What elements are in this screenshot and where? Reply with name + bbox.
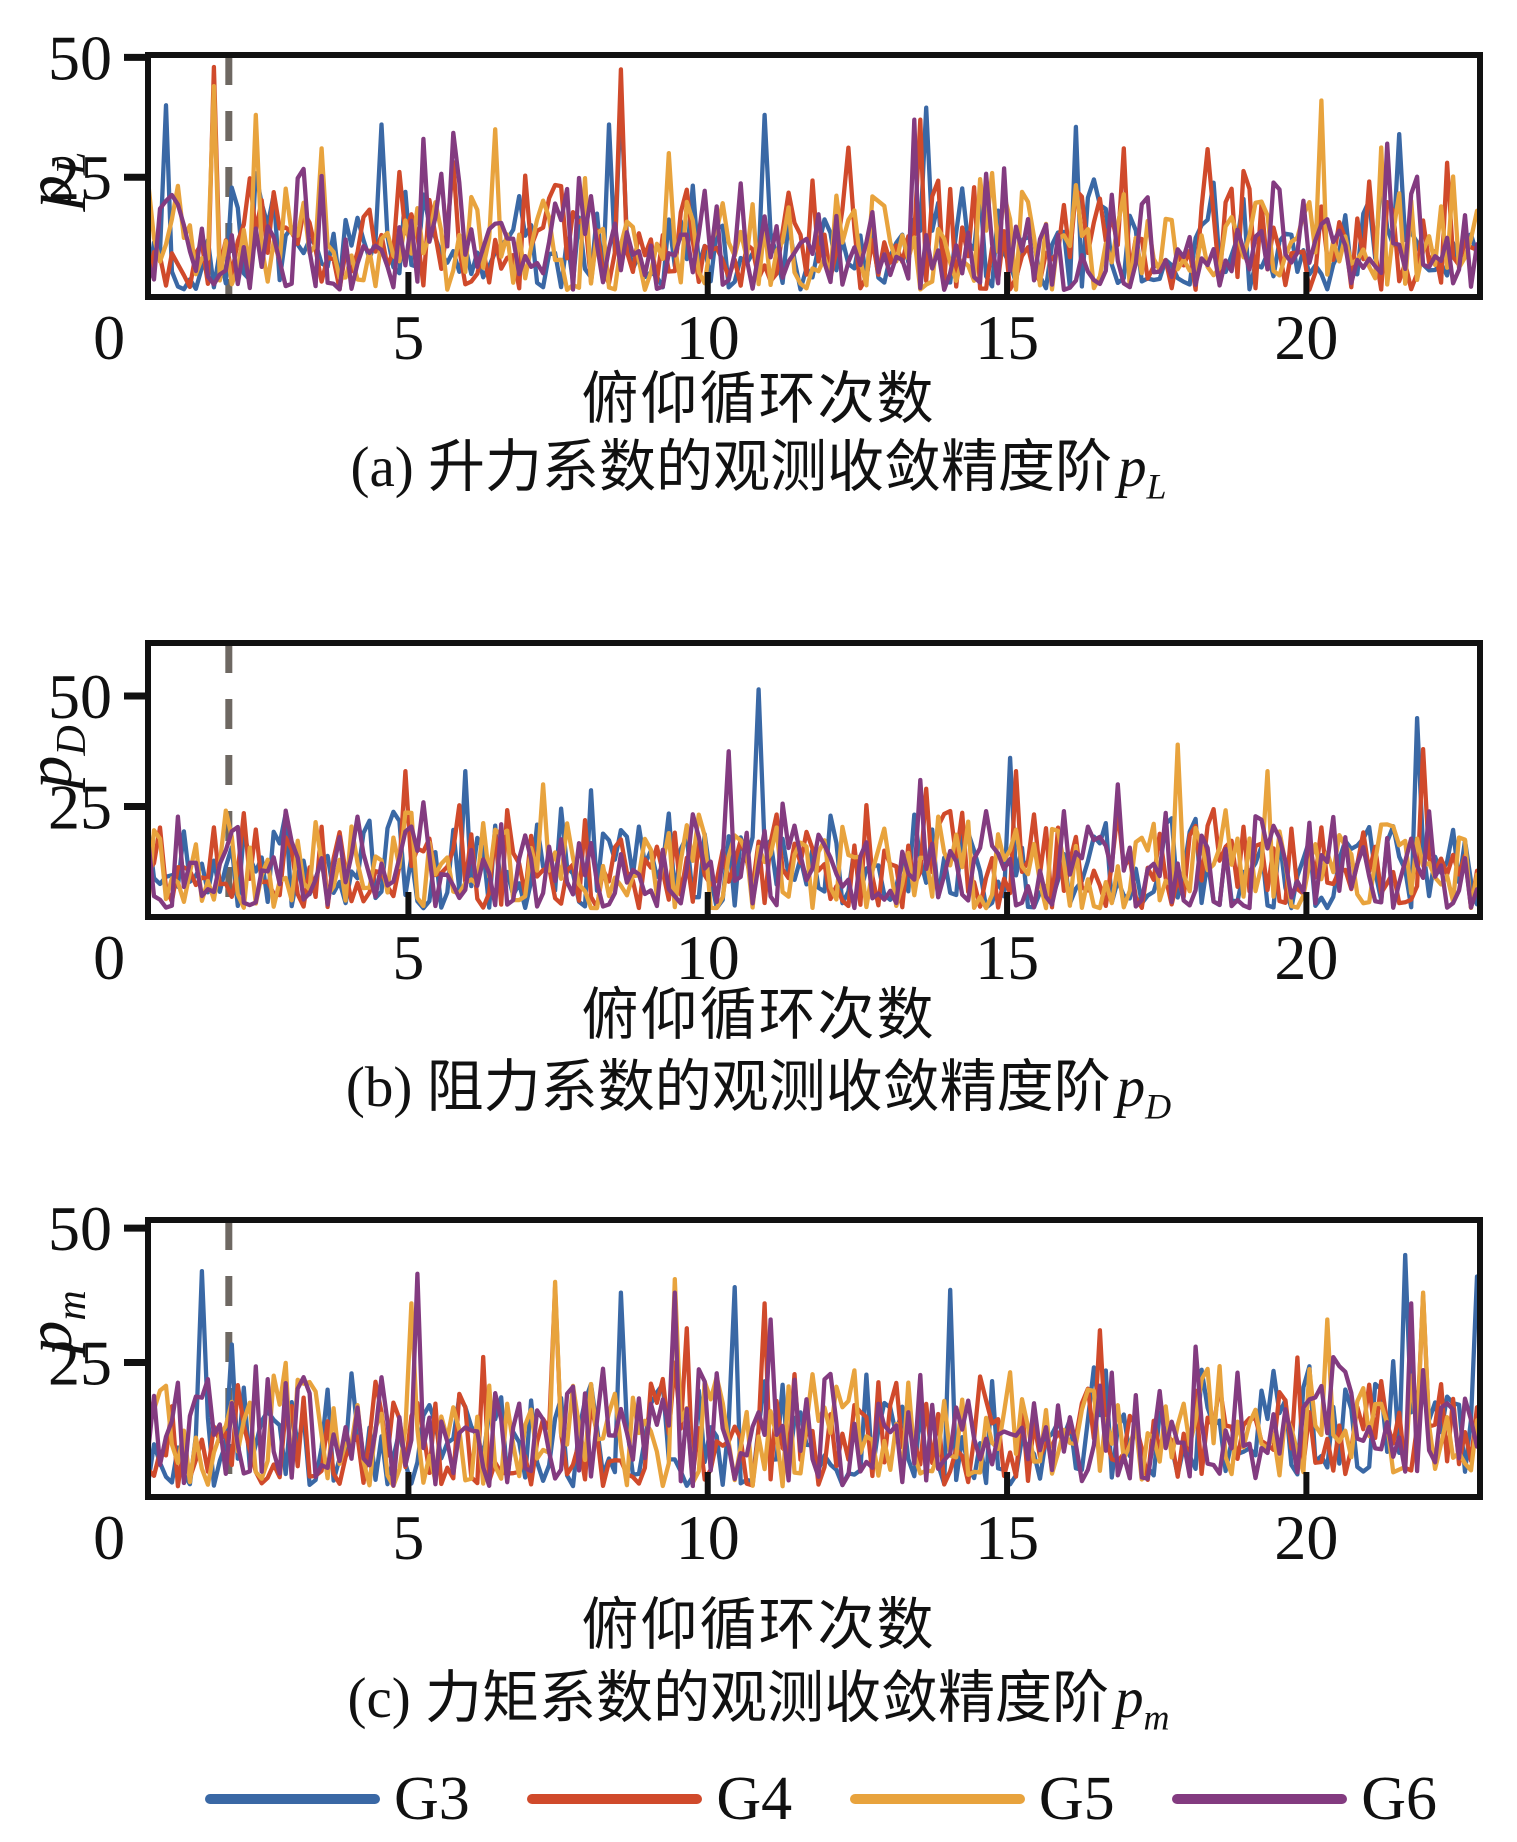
- x-tick-label: 0: [93, 1502, 125, 1573]
- x-tick-label: 10: [676, 302, 740, 373]
- x-tick-label: 0: [93, 302, 125, 373]
- plot-area-c: [148, 1220, 1480, 1497]
- y-tick-label: 50: [48, 661, 112, 732]
- x-tick-label: 10: [676, 1502, 740, 1573]
- series-line-G5: [148, 742, 1480, 911]
- series-line-G5: [148, 1277, 1480, 1489]
- legend-label-g3: G3: [394, 1765, 470, 1833]
- y-tick-label: 25: [48, 142, 112, 213]
- legend-item-g6: G6: [1172, 1768, 1437, 1830]
- x-tick-label: 0: [93, 922, 125, 993]
- legend-line-swatch-g4: [527, 1794, 703, 1804]
- x-axis-label-a: 俯仰循环次数: [581, 368, 936, 431]
- y-tick-label: 25: [48, 1328, 112, 1399]
- x-tick-label: 5: [392, 302, 424, 373]
- legend-item-g5: G5: [849, 1765, 1115, 1833]
- x-tick-label: 5: [392, 922, 424, 993]
- plot-area-a: [148, 55, 1480, 297]
- legend: G3 G4 G5 G6: [205, 1763, 1437, 1835]
- legend-line-swatch-g5: [849, 1794, 1025, 1804]
- y-tick-label: 25: [48, 772, 112, 843]
- x-tick-label: 10: [676, 922, 740, 993]
- x-tick-label: 15: [975, 922, 1039, 993]
- y-tick-label: 50: [48, 1193, 112, 1264]
- plot-border-b: [145, 640, 1483, 920]
- y-axis-label-b: pD: [12, 725, 96, 789]
- legend-label-g5: G5: [1038, 1765, 1115, 1833]
- caption-c: (c) 力矩系数的观测收敛精度阶 pm: [347, 1667, 1170, 1738]
- legend-line-swatch-g6: [1172, 1794, 1348, 1804]
- x-tick-label: 15: [975, 1502, 1039, 1573]
- plot-border-c: [145, 1217, 1483, 1500]
- x-axis-label-b: 俯仰循环次数: [581, 984, 936, 1047]
- x-tick-label: 15: [975, 302, 1039, 373]
- legend-label-g4: G4: [716, 1765, 793, 1833]
- legend-line-swatch-g3: [205, 1794, 380, 1804]
- x-axis-label-c: 俯仰循环次数: [581, 1594, 936, 1657]
- caption-b: (b) 阻力系数的观测收敛精度阶 pD: [345, 1056, 1172, 1127]
- series-line-G6: [148, 1271, 1480, 1489]
- series-line-G6: [148, 117, 1480, 292]
- plot-area-b: [148, 643, 1480, 917]
- y-tick-label: 50: [48, 22, 112, 93]
- x-tick-label: 5: [392, 1502, 424, 1573]
- legend-item-g4: G4: [527, 1768, 792, 1830]
- y-axis-label-a: pL: [12, 151, 96, 209]
- legend-item-g3: G3: [205, 1768, 470, 1830]
- x-tick-label: 20: [1274, 1502, 1338, 1573]
- legend-label-g6: G6: [1361, 1765, 1437, 1833]
- x-tick-label: 20: [1274, 922, 1338, 993]
- y-axis-label-c: pm: [12, 1290, 96, 1354]
- series-line-G6: [148, 749, 1480, 911]
- caption-a: (a) 升力系数的观测收敛精度阶 pL: [350, 436, 1167, 507]
- series-line-G4: [148, 64, 1480, 292]
- x-tick-label: 20: [1274, 302, 1338, 373]
